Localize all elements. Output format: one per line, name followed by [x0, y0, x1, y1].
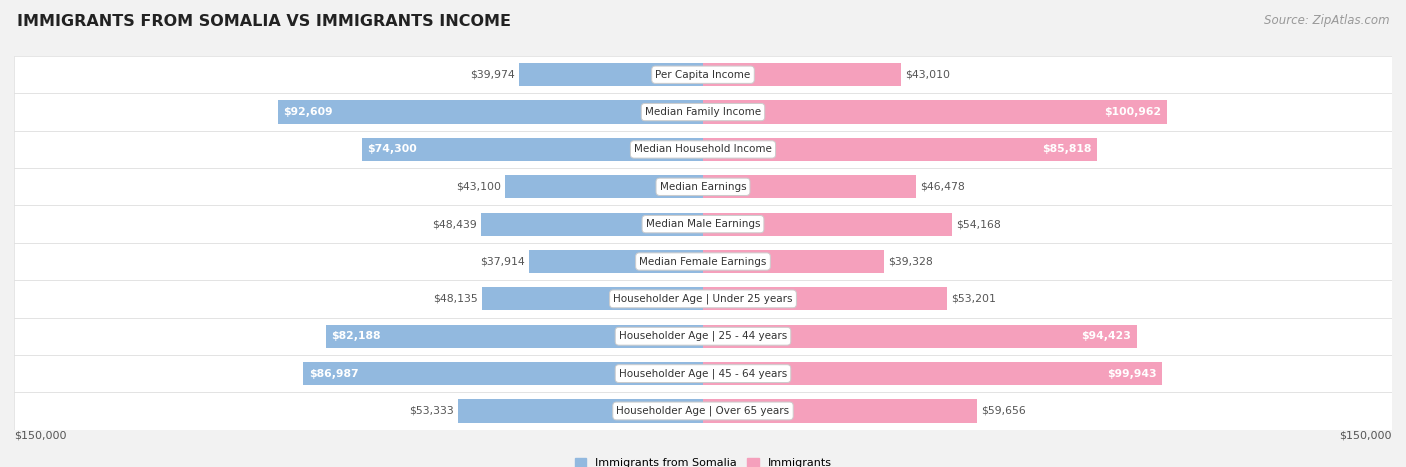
Text: $43,100: $43,100 [456, 182, 501, 192]
Text: Median Earnings: Median Earnings [659, 182, 747, 192]
Text: $99,943: $99,943 [1107, 368, 1157, 379]
Bar [505, 175, 703, 198]
Bar [326, 325, 703, 348]
FancyBboxPatch shape [14, 243, 1392, 280]
Text: $46,478: $46,478 [921, 182, 966, 192]
Bar [703, 63, 900, 86]
Bar [703, 362, 1161, 385]
Text: $92,609: $92,609 [283, 107, 333, 117]
Text: $39,974: $39,974 [471, 70, 515, 80]
Bar [277, 100, 703, 124]
Text: $59,656: $59,656 [981, 406, 1026, 416]
FancyBboxPatch shape [14, 56, 1392, 93]
Bar [703, 175, 917, 198]
Text: Median Male Earnings: Median Male Earnings [645, 219, 761, 229]
Bar [703, 325, 1136, 348]
FancyBboxPatch shape [14, 318, 1392, 355]
FancyBboxPatch shape [14, 355, 1392, 392]
Bar [703, 287, 948, 311]
FancyBboxPatch shape [14, 280, 1392, 318]
Text: $53,201: $53,201 [952, 294, 997, 304]
Text: Source: ZipAtlas.com: Source: ZipAtlas.com [1264, 14, 1389, 27]
Text: $85,818: $85,818 [1042, 144, 1091, 155]
Text: $74,300: $74,300 [367, 144, 418, 155]
Text: Per Capita Income: Per Capita Income [655, 70, 751, 80]
Text: IMMIGRANTS FROM SOMALIA VS IMMIGRANTS INCOME: IMMIGRANTS FROM SOMALIA VS IMMIGRANTS IN… [17, 14, 510, 29]
Legend: Immigrants from Somalia, Immigrants: Immigrants from Somalia, Immigrants [569, 453, 837, 467]
FancyBboxPatch shape [14, 93, 1392, 131]
Text: Householder Age | 45 - 64 years: Householder Age | 45 - 64 years [619, 368, 787, 379]
Text: Median Household Income: Median Household Income [634, 144, 772, 155]
Text: $48,135: $48,135 [433, 294, 478, 304]
Text: Median Female Earnings: Median Female Earnings [640, 256, 766, 267]
Text: $39,328: $39,328 [887, 256, 932, 267]
Text: Householder Age | Under 25 years: Householder Age | Under 25 years [613, 294, 793, 304]
Text: $48,439: $48,439 [432, 219, 477, 229]
Text: $43,010: $43,010 [904, 70, 949, 80]
FancyBboxPatch shape [14, 392, 1392, 430]
Bar [361, 138, 703, 161]
Text: Median Family Income: Median Family Income [645, 107, 761, 117]
Text: Householder Age | Over 65 years: Householder Age | Over 65 years [616, 406, 790, 416]
Text: $53,333: $53,333 [409, 406, 454, 416]
FancyBboxPatch shape [14, 205, 1392, 243]
Bar [458, 399, 703, 423]
Text: $150,000: $150,000 [14, 431, 66, 440]
Bar [703, 138, 1097, 161]
Text: $86,987: $86,987 [309, 368, 359, 379]
Bar [703, 212, 952, 236]
Text: $100,962: $100,962 [1104, 107, 1161, 117]
Bar [482, 287, 703, 311]
Text: $82,188: $82,188 [330, 331, 381, 341]
FancyBboxPatch shape [14, 131, 1392, 168]
Bar [703, 250, 883, 273]
Bar [703, 100, 1167, 124]
Text: $54,168: $54,168 [956, 219, 1001, 229]
Text: Householder Age | 25 - 44 years: Householder Age | 25 - 44 years [619, 331, 787, 341]
Bar [703, 399, 977, 423]
Text: $150,000: $150,000 [1340, 431, 1392, 440]
Bar [519, 63, 703, 86]
Bar [481, 212, 703, 236]
Text: $37,914: $37,914 [479, 256, 524, 267]
Bar [529, 250, 703, 273]
Text: $94,423: $94,423 [1081, 331, 1132, 341]
Bar [304, 362, 703, 385]
FancyBboxPatch shape [14, 168, 1392, 205]
